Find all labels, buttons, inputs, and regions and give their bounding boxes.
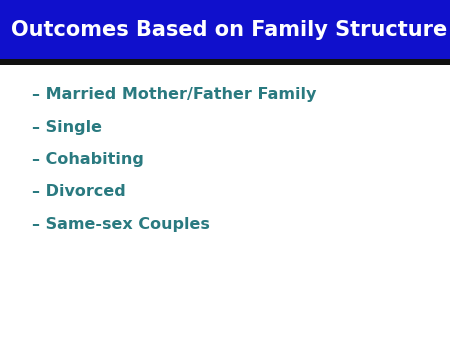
- Text: – Married Mother/Father Family: – Married Mother/Father Family: [32, 87, 316, 102]
- Text: – Same-sex Couples: – Same-sex Couples: [32, 217, 209, 232]
- Bar: [0, 0, 450, 59]
- Text: Outcomes Based on Family Structure: Outcomes Based on Family Structure: [11, 20, 447, 40]
- Text: – Single: – Single: [32, 120, 102, 135]
- Text: – Divorced: – Divorced: [32, 185, 125, 199]
- Bar: [0, 59, 450, 65]
- Text: – Cohabiting: – Cohabiting: [32, 152, 144, 167]
